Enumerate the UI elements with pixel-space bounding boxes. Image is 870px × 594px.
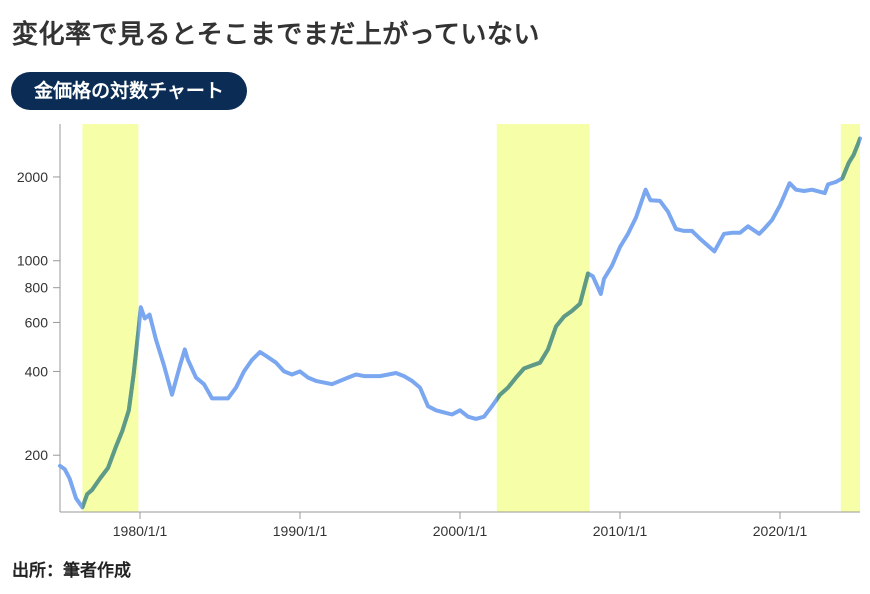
y-tick-label: 400 — [25, 363, 49, 379]
price-series-highlight-3 — [840, 136, 860, 182]
highlight-band-1 — [82, 124, 139, 512]
price-series-highlight-1 — [82, 311, 139, 510]
source-note: 出所：筆者作成 — [12, 561, 131, 581]
y-tick-label: 2000 — [17, 169, 48, 185]
headline: 変化率で見るとそこまでまだ上がっていない — [12, 20, 540, 50]
highlight-bands — [82, 124, 860, 512]
highlight-band-2 — [496, 124, 590, 512]
y-ticks: 200 400 600 800 1000 2000 — [17, 169, 60, 463]
y-tick-label: 600 — [25, 314, 49, 330]
series-group — [58, 136, 862, 510]
x-tick-label: 1990/1/1 — [273, 523, 328, 539]
x-tick-label: 2010/1/1 — [593, 523, 648, 539]
price-series-line — [58, 136, 862, 510]
price-series-highlight-2 — [496, 271, 590, 403]
y-tick-label: 200 — [25, 447, 49, 463]
highlight-band-3 — [840, 124, 860, 512]
x-tick-label: 1980/1/1 — [113, 523, 168, 539]
y-tick-label: 800 — [25, 280, 49, 296]
x-ticks: 1980/1/1 1990/1/1 2000/1/1 2010/1/1 2020/1/1 — [113, 512, 808, 539]
x-tick-label: 2000/1/1 — [433, 523, 488, 539]
x-tick-label: 2020/1/1 — [753, 523, 808, 539]
y-tick-label: 1000 — [17, 253, 48, 269]
chart-subtitle-pill: 金価格の対数チャート — [11, 72, 247, 110]
